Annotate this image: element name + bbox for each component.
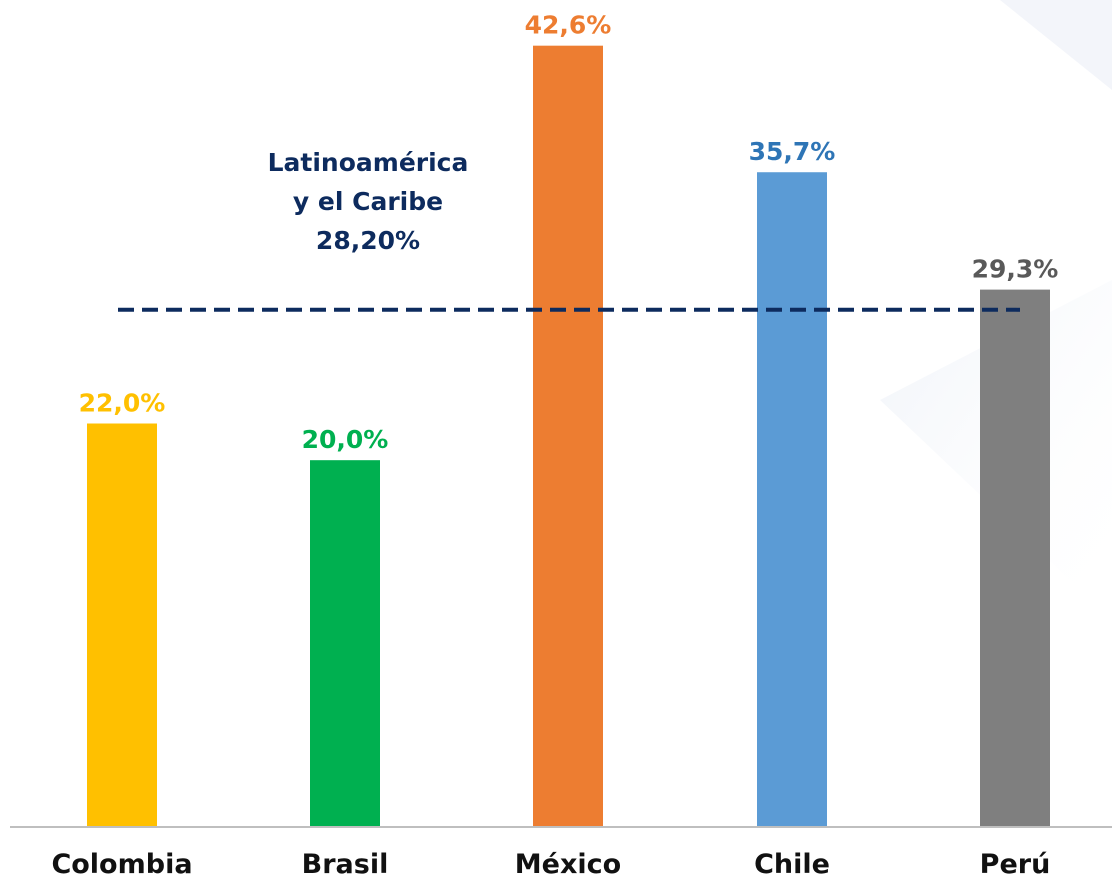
category-label-peru: Perú (980, 849, 1051, 880)
value-label-mexico: 42,6% (525, 11, 612, 40)
reference-label-line: Latinoamérica (268, 148, 469, 177)
reference-label-line: 28,20% (316, 226, 420, 255)
category-label-colombia: Colombia (51, 849, 192, 880)
bar-chile (757, 172, 827, 827)
bars-layer: 22,0% 20,0% 42,6% 35,7% 29,3% (79, 11, 1059, 828)
value-label-brasil: 20,0% (302, 425, 389, 454)
category-labels: Colombia Brasil México Chile Perú (51, 849, 1050, 880)
bar-brasil (310, 460, 380, 827)
category-label-brasil: Brasil (302, 849, 389, 880)
reference-label-line: y el Caribe (293, 187, 443, 216)
bar-colombia (87, 423, 157, 827)
value-label-peru: 29,3% (972, 255, 1059, 284)
reference-layer: Latinoamérica y el Caribe 28,20% (118, 148, 1020, 312)
category-label-mexico: México (515, 849, 621, 880)
category-label-chile: Chile (754, 849, 830, 880)
reference-line-label: Latinoamérica y el Caribe 28,20% (268, 148, 469, 255)
bar-mexico (533, 45, 603, 828)
bar-peru (980, 289, 1050, 828)
value-label-colombia: 22,0% (79, 389, 166, 418)
value-label-chile: 35,7% (749, 137, 836, 166)
